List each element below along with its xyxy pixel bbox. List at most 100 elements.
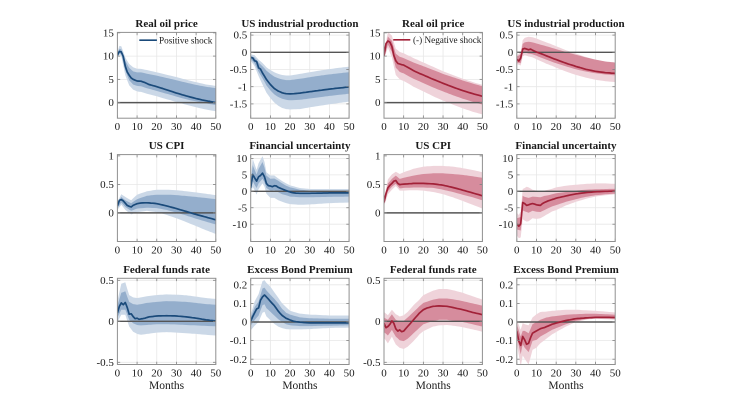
svg-text:10: 10 — [370, 51, 382, 63]
svg-text:-0.2: -0.2 — [230, 354, 247, 366]
svg-text:Months: Months — [416, 380, 452, 392]
svg-text:0: 0 — [242, 47, 248, 59]
svg-text:40: 40 — [590, 121, 602, 133]
svg-text:30: 30 — [171, 121, 183, 133]
svg-text:10: 10 — [132, 368, 144, 380]
svg-text:0: 0 — [248, 121, 254, 133]
svg-text:10: 10 — [132, 245, 144, 257]
svg-text:0.5: 0.5 — [367, 179, 381, 191]
svg-text:10: 10 — [531, 121, 543, 133]
svg-text:30: 30 — [438, 368, 450, 380]
svg-text:10: 10 — [531, 245, 543, 257]
svg-text:Excess Bond Premium: Excess Bond Premium — [247, 264, 353, 276]
svg-text:40: 40 — [324, 245, 336, 257]
svg-text:0: 0 — [514, 368, 520, 380]
svg-text:20: 20 — [151, 121, 163, 133]
svg-text:-10: -10 — [233, 219, 248, 231]
svg-text:0.2: 0.2 — [233, 279, 247, 291]
svg-text:0: 0 — [108, 97, 114, 109]
svg-text:Positive shock: Positive shock — [159, 36, 213, 46]
svg-text:30: 30 — [304, 368, 316, 380]
svg-text:US CPI: US CPI — [415, 140, 451, 152]
svg-text:30: 30 — [438, 121, 450, 133]
svg-text:0: 0 — [375, 316, 381, 328]
svg-text:50: 50 — [344, 121, 356, 133]
svg-text:30: 30 — [570, 245, 582, 257]
svg-text:10: 10 — [265, 121, 277, 133]
svg-text:0: 0 — [381, 121, 387, 133]
svg-text:20: 20 — [418, 121, 430, 133]
svg-text:0: 0 — [115, 121, 121, 133]
svg-text:20: 20 — [285, 121, 297, 133]
svg-text:30: 30 — [438, 245, 450, 257]
svg-text:0: 0 — [108, 208, 114, 220]
svg-text:30: 30 — [171, 368, 183, 380]
svg-text:20: 20 — [418, 245, 430, 257]
svg-text:40: 40 — [590, 368, 602, 380]
svg-text:10: 10 — [398, 368, 410, 380]
svg-text:0: 0 — [514, 121, 520, 133]
svg-text:0: 0 — [108, 316, 114, 328]
svg-text:10: 10 — [236, 153, 248, 165]
svg-text:0.5: 0.5 — [233, 30, 247, 42]
svg-text:US CPI: US CPI — [149, 140, 185, 152]
svg-text:10: 10 — [132, 121, 144, 133]
svg-text:50: 50 — [210, 121, 222, 133]
svg-text:40: 40 — [590, 245, 602, 257]
svg-text:10: 10 — [265, 368, 277, 380]
svg-text:-5: -5 — [504, 202, 514, 214]
svg-text:-5: -5 — [238, 202, 248, 214]
svg-text:50: 50 — [477, 368, 489, 380]
svg-text:0: 0 — [375, 97, 381, 109]
svg-text:-0.5: -0.5 — [363, 357, 381, 369]
svg-text:0.2: 0.2 — [500, 279, 514, 291]
svg-text:Real oil price: Real oil price — [402, 18, 464, 30]
svg-text:0: 0 — [375, 208, 381, 220]
svg-text:Federal funds rate: Federal funds rate — [390, 264, 477, 276]
svg-text:0: 0 — [508, 47, 514, 59]
svg-text:15: 15 — [103, 27, 115, 39]
svg-text:-0.5: -0.5 — [230, 64, 248, 76]
svg-text:5: 5 — [508, 169, 514, 181]
svg-text:0.5: 0.5 — [367, 275, 381, 287]
svg-text:20: 20 — [151, 368, 163, 380]
svg-text:0: 0 — [381, 245, 387, 257]
svg-text:40: 40 — [457, 121, 469, 133]
svg-text:15: 15 — [370, 27, 382, 39]
svg-text:US industrial production: US industrial production — [241, 18, 358, 30]
svg-text:0: 0 — [248, 368, 254, 380]
svg-text:-0.5: -0.5 — [496, 64, 514, 76]
svg-text:5: 5 — [242, 169, 248, 181]
svg-text:0.1: 0.1 — [233, 298, 247, 310]
svg-text:10: 10 — [502, 153, 514, 165]
svg-text:20: 20 — [285, 245, 297, 257]
svg-text:0: 0 — [115, 368, 121, 380]
svg-text:Financial uncertainty: Financial uncertainty — [515, 140, 617, 152]
svg-text:40: 40 — [191, 245, 203, 257]
svg-text:40: 40 — [324, 121, 336, 133]
svg-text:40: 40 — [191, 121, 203, 133]
svg-text:50: 50 — [344, 368, 356, 380]
svg-text:10: 10 — [398, 245, 410, 257]
svg-text:1: 1 — [108, 151, 114, 163]
svg-text:0: 0 — [242, 186, 248, 198]
svg-text:0: 0 — [115, 245, 121, 257]
svg-text:50: 50 — [477, 245, 489, 257]
svg-text:10: 10 — [265, 245, 277, 257]
svg-text:0.1: 0.1 — [500, 298, 514, 310]
svg-text:-1.5: -1.5 — [230, 99, 248, 111]
svg-text:1: 1 — [375, 151, 381, 163]
svg-text:-1: -1 — [238, 81, 247, 93]
svg-text:10: 10 — [103, 51, 115, 63]
svg-text:30: 30 — [570, 368, 582, 380]
svg-text:30: 30 — [570, 121, 582, 133]
svg-text:50: 50 — [210, 368, 222, 380]
svg-text:30: 30 — [304, 121, 316, 133]
svg-text:-0.2: -0.2 — [496, 354, 513, 366]
svg-text:5: 5 — [108, 74, 114, 86]
svg-text:50: 50 — [610, 121, 622, 133]
svg-text:20: 20 — [418, 368, 430, 380]
svg-text:50: 50 — [477, 121, 489, 133]
svg-text:Months: Months — [149, 380, 185, 392]
svg-text:20: 20 — [285, 368, 297, 380]
